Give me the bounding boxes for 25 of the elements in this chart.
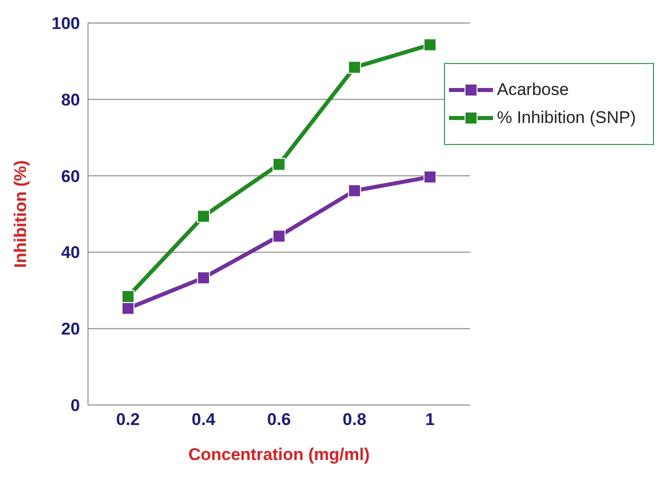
legend-label: % Inhibition (SNP) bbox=[497, 108, 636, 128]
y-axis-title: Inhibition (%) bbox=[11, 160, 30, 268]
x-tick-label: 0.2 bbox=[116, 410, 140, 430]
point bbox=[348, 60, 361, 74]
y-tick-label: 40 bbox=[61, 243, 80, 262]
point bbox=[424, 38, 436, 52]
x-tick-label: 0.4 bbox=[192, 410, 216, 430]
y-tick-label: 20 bbox=[61, 320, 80, 339]
point bbox=[197, 271, 210, 284]
y-tick-label: 100 bbox=[52, 14, 80, 34]
point bbox=[348, 184, 361, 198]
y-tick-label: 60 bbox=[61, 166, 80, 186]
point bbox=[197, 210, 210, 223]
x-axis-title: Concentration (mg/ml) bbox=[188, 445, 370, 464]
point bbox=[122, 290, 134, 304]
y-tick-label: 0 bbox=[70, 396, 80, 416]
x-tick-label: 1 bbox=[425, 410, 435, 430]
point bbox=[424, 170, 436, 184]
point bbox=[122, 302, 134, 315]
x-tick-label: 0.6 bbox=[267, 410, 291, 430]
point bbox=[272, 230, 286, 243]
x-tick-label: 0.8 bbox=[342, 410, 366, 430]
legend-label: Acarbose bbox=[497, 80, 569, 100]
point bbox=[272, 158, 286, 171]
y-tick-label: 80 bbox=[61, 90, 80, 110]
